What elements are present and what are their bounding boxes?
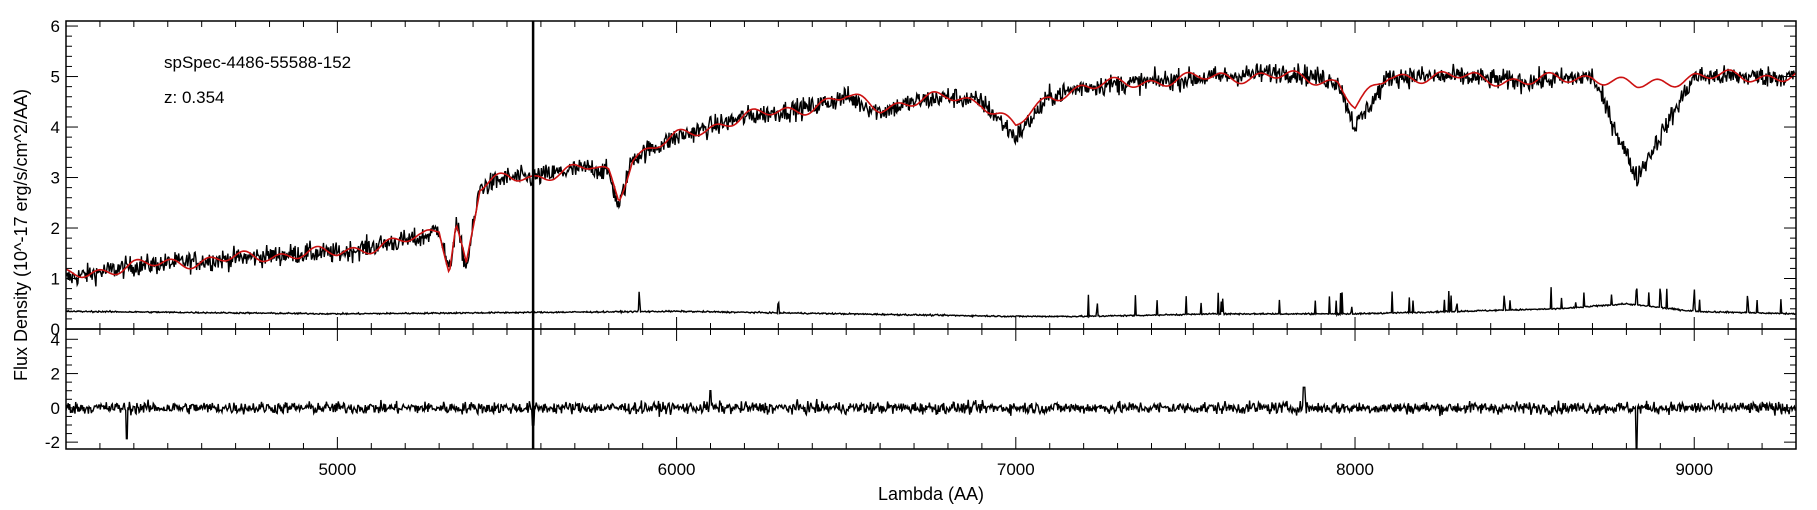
y-tick-label-bottom: 0 <box>51 399 60 418</box>
x-axis-title: Lambda (AA) <box>878 484 984 504</box>
x-tick-label: 5000 <box>318 460 356 479</box>
y-tick-label-bottom: 2 <box>51 365 60 384</box>
observed-flux-line <box>66 63 1796 288</box>
x-tick-label: 8000 <box>1336 460 1374 479</box>
redshift-annotation: z: 0.354 <box>164 88 225 107</box>
x-tick-label: 9000 <box>1675 460 1713 479</box>
y-tick-label-top: 1 <box>51 270 60 289</box>
y-tick-label-top: 5 <box>51 68 60 87</box>
x-tick-label: 7000 <box>997 460 1035 479</box>
residual-panel: 5000 6000 7000 8000 9000 -2 0 2 4 <box>45 328 1797 479</box>
residual-series-layer <box>66 329 1796 449</box>
error-spectrum-line <box>66 287 1796 319</box>
model-fit-line <box>66 69 1796 279</box>
residual-line <box>66 386 1796 449</box>
y-tick-label-top: 0 <box>51 320 60 339</box>
y-tick-label-top: 4 <box>51 118 60 137</box>
residual-frame <box>65 328 1797 450</box>
y-tick-label-bottom: 4 <box>51 330 60 349</box>
spec-id-annotation: spSpec-4486-55588-152 <box>164 53 351 72</box>
y-tick-label-bottom: -2 <box>45 433 60 452</box>
y-tick-label-top: 6 <box>51 17 60 36</box>
residual-axes: 5000 6000 7000 8000 9000 -2 0 2 4 <box>45 328 1797 479</box>
spectrum-series-layer <box>66 21 1796 329</box>
y-tick-label-top: 2 <box>51 219 60 238</box>
y-axis-title: Flux Density (10^-17 erg/s/cm^2/AA) <box>11 89 31 381</box>
x-tick-label: 6000 <box>658 460 696 479</box>
spectrum-axes: 0 1 2 3 4 5 6 <box>51 17 1797 339</box>
spectrum-panel: 0 1 2 3 4 5 6 <box>51 17 1797 339</box>
y-tick-label-top: 3 <box>51 169 60 188</box>
